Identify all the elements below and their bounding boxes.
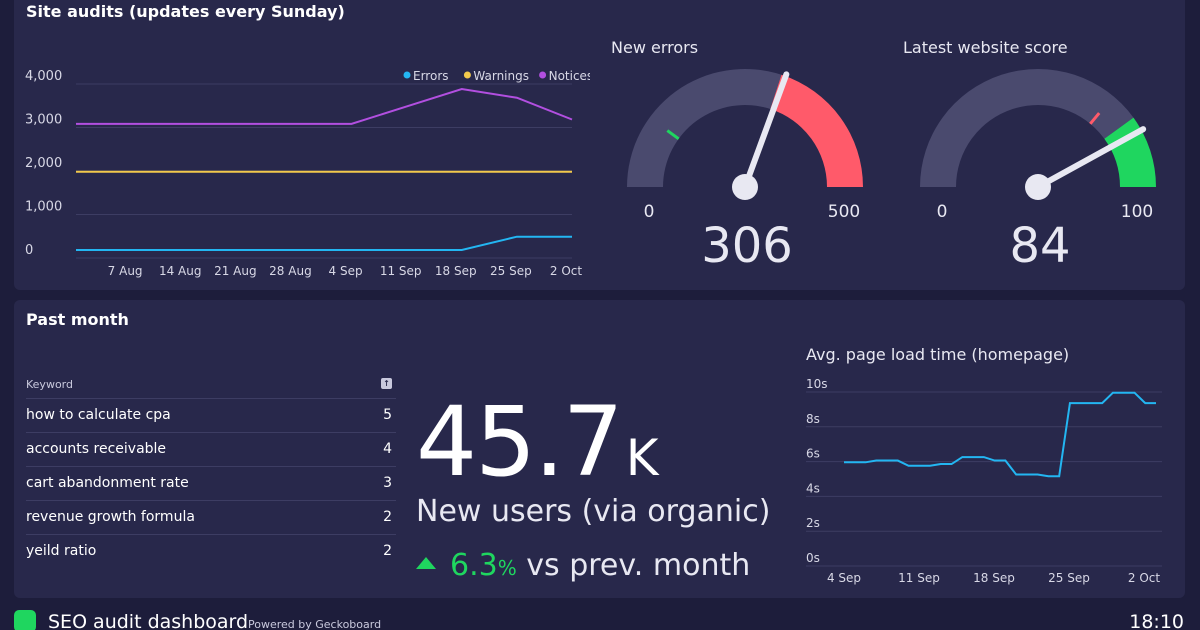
keyword-row: accounts receivable 4 bbox=[26, 433, 396, 467]
keyword-count: 4 bbox=[383, 441, 392, 457]
gauge-max-label: 100 bbox=[1121, 202, 1153, 222]
gauge-green-threshold bbox=[666, 129, 680, 141]
delta-unit: % bbox=[497, 556, 517, 580]
footer: SEO audit dashboard Powered by Geckoboar… bbox=[0, 604, 1200, 630]
keyword-row: revenue growth formula 2 bbox=[26, 501, 396, 535]
x-tick-label: 2 Oct bbox=[1128, 571, 1160, 585]
delta-text: vs prev. month bbox=[516, 548, 751, 583]
y-tick-label: 8s bbox=[806, 412, 820, 426]
y-tick-label: 1,000 bbox=[25, 200, 62, 215]
new-users-label: New users (via organic) bbox=[416, 494, 771, 529]
x-tick-label: 2 Oct bbox=[550, 264, 582, 278]
keyword-name: revenue growth formula bbox=[26, 509, 195, 525]
x-tick-label: 25 Sep bbox=[1048, 571, 1090, 585]
keyword-name: how to calculate cpa bbox=[26, 407, 171, 423]
site-audits-panel bbox=[14, 0, 1185, 290]
gauge-value: 84 bbox=[1009, 218, 1070, 274]
series-notices-line bbox=[76, 88, 573, 125]
new-errors-title: New errors bbox=[611, 38, 699, 57]
clock: 18:10 bbox=[1129, 611, 1184, 630]
legend-errors-dot bbox=[403, 71, 411, 79]
gauge-green-zone bbox=[1104, 117, 1156, 187]
website-score-gauge: 0 100 84 bbox=[920, 69, 1156, 274]
y-tick-label: 10s bbox=[806, 377, 828, 391]
gauge-min-label: 0 bbox=[644, 202, 655, 222]
new-users-delta: 6.3% vs prev. month bbox=[416, 548, 750, 583]
new-users-suffix: K bbox=[625, 429, 659, 487]
keyword-name: accounts receivable bbox=[26, 441, 167, 457]
gauge-needle bbox=[742, 71, 790, 190]
keyword-table-header: Keyword ↑ bbox=[26, 370, 396, 399]
y-tick-label: 6s bbox=[806, 447, 820, 461]
x-tick-label: 25 Sep bbox=[490, 264, 532, 278]
keyword-count: 3 bbox=[383, 475, 392, 491]
keyword-row: how to calculate cpa 5 bbox=[26, 399, 396, 433]
up-arrow-icon bbox=[416, 556, 436, 569]
keyword-column-header: Keyword bbox=[26, 378, 73, 391]
y-tick-label: 0 bbox=[25, 243, 33, 258]
gauge-background-arc bbox=[627, 68, 782, 187]
page-load-chart: 10s 8s 6s 4s 2s 0s 4 Sep 11 Sep 18 Sep 25 Sep 2 Oc… bbox=[806, 377, 1162, 585]
gauge-needle-hub bbox=[1025, 174, 1051, 200]
legend-notices-dot bbox=[539, 71, 547, 79]
series-errors-line bbox=[76, 235, 572, 251]
gauge-needle bbox=[1035, 126, 1147, 190]
x-tick-label: 14 Aug bbox=[159, 264, 202, 278]
site-audits-chart: 4,000 3,000 2,000 1,000 0 7 Aug 14 Aug 21 Aug 28… bbox=[25, 69, 590, 278]
gauge-red-zone bbox=[770, 74, 863, 187]
new-errors-gauge: 0 500 306 bbox=[627, 68, 863, 274]
legend-warnings-label: Warnings bbox=[473, 69, 529, 83]
website-score-title: Latest website score bbox=[903, 38, 1068, 57]
legend-warnings-dot bbox=[463, 71, 471, 79]
y-tick-label: 2,000 bbox=[25, 156, 62, 171]
y-tick-label: 3,000 bbox=[25, 113, 62, 128]
gauge-max-label: 500 bbox=[828, 202, 860, 222]
gauge-min-label: 0 bbox=[937, 202, 948, 222]
gauge-needle-hub bbox=[732, 174, 758, 200]
x-tick-label: 11 Sep bbox=[898, 571, 940, 585]
dashboard-title: SEO audit dashboard bbox=[48, 611, 249, 630]
x-tick-label: 4 Sep bbox=[827, 571, 861, 585]
delta-value: 6.3 bbox=[450, 548, 498, 583]
keyword-name: yeild ratio bbox=[26, 543, 97, 559]
x-tick-label: 18 Sep bbox=[435, 264, 477, 278]
past-month-panel bbox=[14, 300, 1185, 598]
geckoboard-logo-icon bbox=[14, 610, 36, 630]
keyword-row: cart abandonment rate 3 bbox=[26, 467, 396, 501]
site-audits-title: Site audits (updates every Sunday) bbox=[26, 2, 345, 21]
x-tick-label: 18 Sep bbox=[973, 571, 1015, 585]
y-tick-label: 2s bbox=[806, 516, 820, 530]
y-tick-label: 4,000 bbox=[25, 69, 62, 84]
keyword-count: 2 bbox=[383, 543, 392, 559]
y-tick-label: 4s bbox=[806, 481, 820, 495]
x-tick-label: 11 Sep bbox=[380, 264, 422, 278]
page-load-title: Avg. page load time (homepage) bbox=[806, 345, 1070, 364]
sort-icon[interactable]: ↑ bbox=[381, 378, 392, 389]
keyword-table: Keyword ↑ how to calculate cpa 5 accounts … bbox=[26, 370, 396, 569]
new-users-number: 45.7 bbox=[416, 386, 624, 498]
y-tick-label: 0s bbox=[806, 551, 820, 565]
gauge-background-arc bbox=[920, 69, 1134, 187]
keyword-count: 5 bbox=[383, 407, 392, 423]
keyword-row: yeild ratio 2 bbox=[26, 535, 396, 569]
powered-by: Powered by Geckoboard bbox=[248, 618, 382, 630]
gauge-value: 306 bbox=[701, 218, 793, 274]
page-load-line bbox=[844, 391, 1156, 478]
x-tick-label: 21 Aug bbox=[214, 264, 257, 278]
legend-notices-label: Notices bbox=[549, 69, 590, 83]
x-tick-label: 4 Sep bbox=[329, 264, 363, 278]
legend-errors-label: Errors bbox=[413, 69, 449, 83]
keyword-name: cart abandonment rate bbox=[26, 475, 189, 491]
keyword-count: 2 bbox=[383, 509, 392, 525]
x-tick-label: 7 Aug bbox=[108, 264, 143, 278]
gauge-red-threshold bbox=[1089, 112, 1101, 125]
past-month-title: Past month bbox=[26, 310, 129, 329]
x-tick-label: 28 Aug bbox=[269, 264, 312, 278]
new-users-value: 45.7K bbox=[416, 386, 659, 498]
